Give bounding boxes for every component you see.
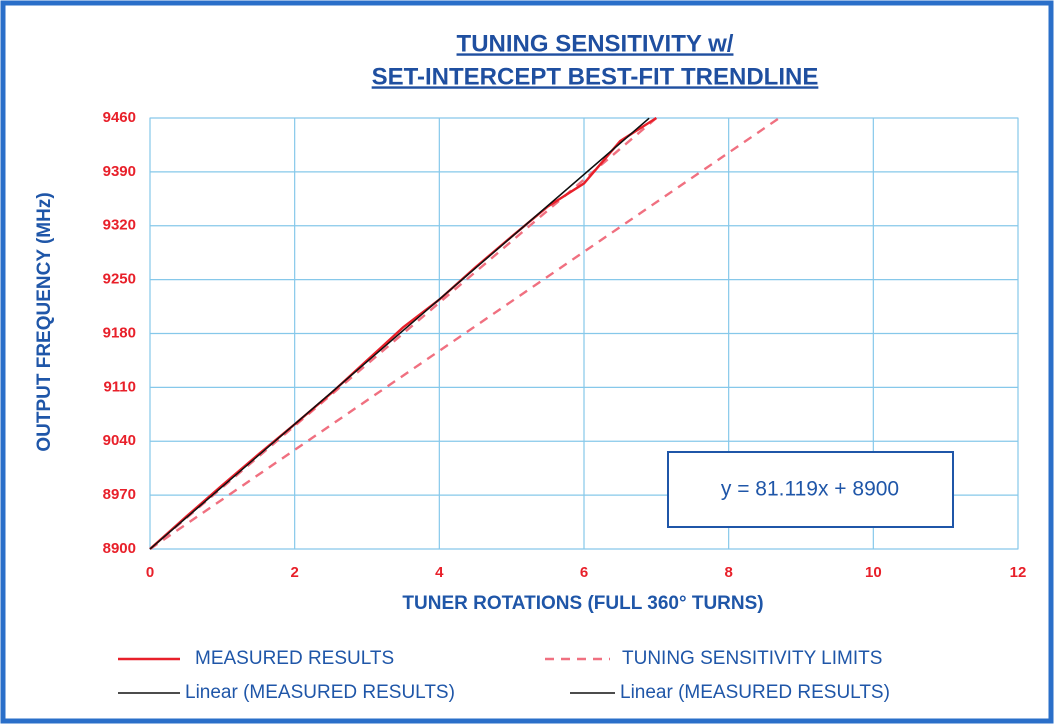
- equation-box: [667, 451, 954, 528]
- y-axis-title: OUTPUT FREQUENCY (MHz): [34, 192, 55, 451]
- x-tick-label: 12: [1010, 564, 1027, 581]
- y-tick-label: 9390: [103, 163, 136, 180]
- legend-label: Linear (MEASURED RESULTS): [185, 682, 455, 703]
- chart-title: SET-INTERCEPT BEST-FIT TRENDLINE: [372, 63, 819, 90]
- x-tick-label: 8: [724, 564, 732, 581]
- y-tick-label: 9110: [103, 378, 136, 395]
- y-tick-label: 8970: [103, 486, 136, 503]
- x-tick-label: 6: [580, 564, 588, 581]
- y-tick-label: 9040: [103, 432, 136, 449]
- y-tick-label: 9320: [103, 217, 136, 234]
- series-line: [149, 117, 650, 550]
- x-tick-label: 10: [865, 564, 882, 581]
- x-axis-title: TUNER ROTATIONS (FULL 360° TURNS): [402, 593, 763, 614]
- y-tick-label: 9250: [103, 271, 136, 288]
- series-line: [149, 116, 657, 550]
- x-tick-label: 4: [435, 564, 444, 581]
- legend-label: Linear (MEASURED RESULTS): [620, 682, 890, 703]
- chart-title: TUNING SENSITIVITY w/: [457, 30, 734, 57]
- x-tick-label: 2: [290, 564, 298, 581]
- y-tick-label: 8900: [103, 540, 136, 557]
- y-tick-label: 9460: [103, 109, 136, 126]
- legend-label: MEASURED RESULTS: [195, 648, 394, 669]
- legend-label: TUNING SENSITIVITY LIMITS: [622, 648, 882, 669]
- y-tick-label: 9180: [103, 324, 136, 341]
- x-tick-label: 0: [146, 564, 154, 581]
- equation: y = 81.119x + 8900: [721, 478, 899, 501]
